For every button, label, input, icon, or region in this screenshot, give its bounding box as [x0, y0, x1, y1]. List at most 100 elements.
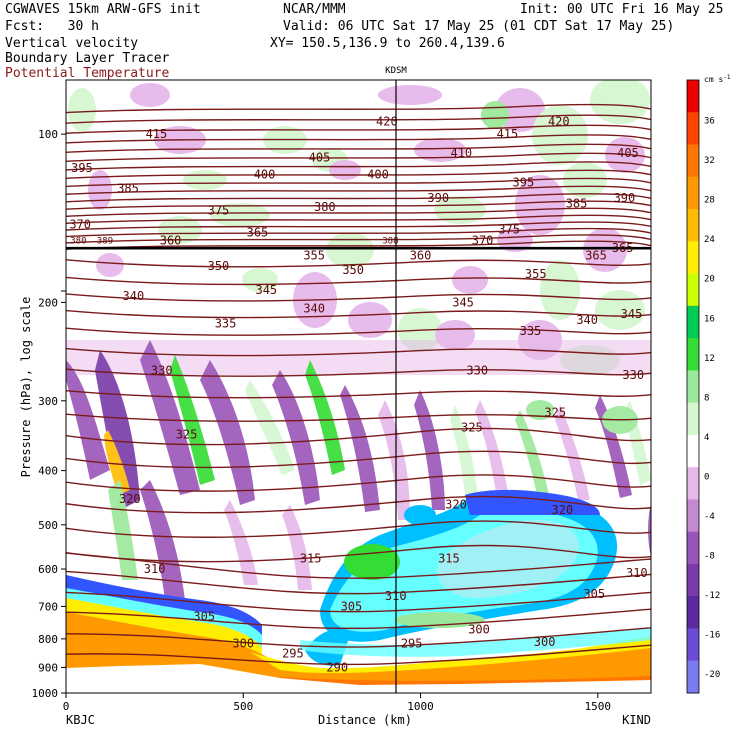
- theta-label: 360: [160, 234, 182, 248]
- y-tick-label: 500: [38, 519, 58, 532]
- colorbar-swatch: [687, 596, 699, 629]
- theta-contour: [66, 627, 651, 648]
- colorbar-tick-label: -20: [704, 670, 720, 680]
- y-tick-label: 100: [38, 128, 58, 141]
- colorbar-swatch: [687, 305, 699, 339]
- theta-label: 405: [617, 146, 639, 160]
- colorbar-tick-label: 20: [704, 275, 715, 285]
- y-tick-label: 900: [38, 661, 58, 674]
- theta-contour: [66, 193, 651, 203]
- theta-label: 405: [309, 150, 331, 164]
- theta-label: 410: [450, 146, 472, 160]
- theta-label: 395: [71, 161, 93, 175]
- theta-contour: [66, 427, 651, 446]
- theta-label: 305: [341, 599, 363, 613]
- colorbar-tick-label: 8: [704, 393, 709, 403]
- colorbar-swatch: [687, 370, 699, 404]
- colorbar-swatch: [687, 660, 699, 694]
- theta-label: 390: [427, 191, 449, 205]
- theta-label: 330: [466, 364, 488, 378]
- colorbar-units-base: cm s: [704, 75, 723, 84]
- theta-contour: [66, 276, 651, 286]
- theta-label: 370: [69, 217, 91, 231]
- field-boundary-layer-tracer: Boundary Layer Tracer: [5, 51, 170, 66]
- organization: NCAR/MMM: [283, 2, 346, 17]
- theta-contour: [66, 520, 651, 538]
- colorbar-tick-label: 36: [704, 117, 715, 127]
- endpoint-right: KIND: [622, 713, 651, 727]
- colorbar-tick-label: 16: [704, 314, 715, 324]
- theta-contour: [66, 552, 651, 579]
- colorbar-frame: [686, 79, 700, 694]
- colorbar-swatch: [687, 563, 699, 597]
- field-vertical-velocity: Vertical velocity: [5, 36, 139, 51]
- colorbar-tick-label: -8: [704, 552, 715, 562]
- theta-label: 320: [552, 503, 574, 517]
- colorbar-swatch: [687, 80, 699, 113]
- x-tick-label: 500: [233, 700, 253, 713]
- colorbar-tick-label: 24: [704, 235, 715, 245]
- theta-contour: [66, 161, 651, 171]
- colorbar-tick-label: 4: [704, 433, 709, 443]
- colorbar: -20 -16 -12 -8 -4 0 4 8 12 16 20 24 28 32 36: [686, 79, 720, 694]
- y-tick-label: 600: [38, 563, 58, 576]
- valid-time: Valid: 06 UTC Sat 17 May 25 (01 CDT Sat …: [283, 19, 675, 34]
- colorbar-units-exponent: -1: [723, 74, 731, 81]
- theta-label-small: 388: [382, 237, 398, 247]
- theta-contour: [66, 221, 651, 231]
- theta-contour: [66, 293, 651, 302]
- colorbar-tick-label: 28: [704, 196, 715, 206]
- theta-contour: [66, 124, 651, 134]
- theta-contour: [66, 177, 651, 188]
- theta-label: 340: [576, 313, 598, 327]
- colorbar-tick-label: 12: [704, 354, 715, 364]
- theta-contour: [66, 143, 651, 153]
- theta-label: 385: [117, 181, 139, 195]
- theta-label: 340: [303, 301, 325, 315]
- x-axis-label: Distance (km): [318, 713, 412, 727]
- x-tick-label: 1000: [407, 700, 434, 713]
- colorbar-swatch: [687, 176, 699, 210]
- theta-label: 300: [468, 623, 490, 637]
- theta-contour: [66, 234, 651, 244]
- theta-label: 370: [472, 234, 494, 248]
- theta-label: 295: [282, 647, 304, 661]
- theta-label: 415: [497, 127, 519, 141]
- vertical-velocity-field: 420 420 415 415 410 405 405 400 400 395 395 390 390 3…: [66, 80, 651, 693]
- theta-label: 300: [534, 635, 556, 649]
- theta-label: 385: [566, 196, 588, 210]
- theta-contour: [66, 259, 651, 268]
- theta-label: 360: [410, 249, 432, 263]
- init-time: Init: 00 UTC Fri 16 May 25: [520, 2, 724, 17]
- plot-frame: [65, 79, 652, 694]
- theta-label: 365: [612, 241, 634, 255]
- theta-contour: [66, 185, 651, 195]
- y-axis: 100 200 300 400 500 600 700 800 900 1000: [32, 128, 66, 700]
- theta-contour: [66, 309, 651, 319]
- theta-contour: [66, 347, 651, 357]
- theta-label: 320: [119, 492, 141, 506]
- y-tick-label: 700: [38, 600, 58, 613]
- colorbar-swatch: [687, 241, 699, 275]
- theta-label: 320: [445, 498, 467, 512]
- theta-label: 375: [498, 222, 520, 236]
- theta-label: 345: [621, 307, 643, 321]
- theta-contour: [66, 413, 651, 422]
- theta-contour: [66, 495, 651, 514]
- theta-label: 355: [525, 267, 547, 281]
- colorbar-tick-label: 0: [704, 472, 709, 482]
- theta-contour: [66, 474, 651, 492]
- theta-label: 325: [461, 421, 483, 435]
- x-axis: 0 500 1000 1500: [63, 693, 611, 713]
- theta-label: 335: [520, 324, 542, 338]
- model-title: CGWAVES 15km ARW-GFS init: [5, 2, 201, 17]
- y-axis-label: Pressure (hPa), log scale: [19, 297, 33, 478]
- theta-label: 340: [123, 289, 145, 303]
- theta-label: 305: [583, 587, 605, 601]
- colorbar-tick-label: 32: [704, 156, 715, 166]
- theta-label: 415: [146, 127, 168, 141]
- colorbar-swatch: [687, 338, 699, 371]
- theta-label: 335: [215, 316, 237, 330]
- potential-temperature-contours: [66, 103, 651, 666]
- theta-label: 365: [247, 226, 269, 240]
